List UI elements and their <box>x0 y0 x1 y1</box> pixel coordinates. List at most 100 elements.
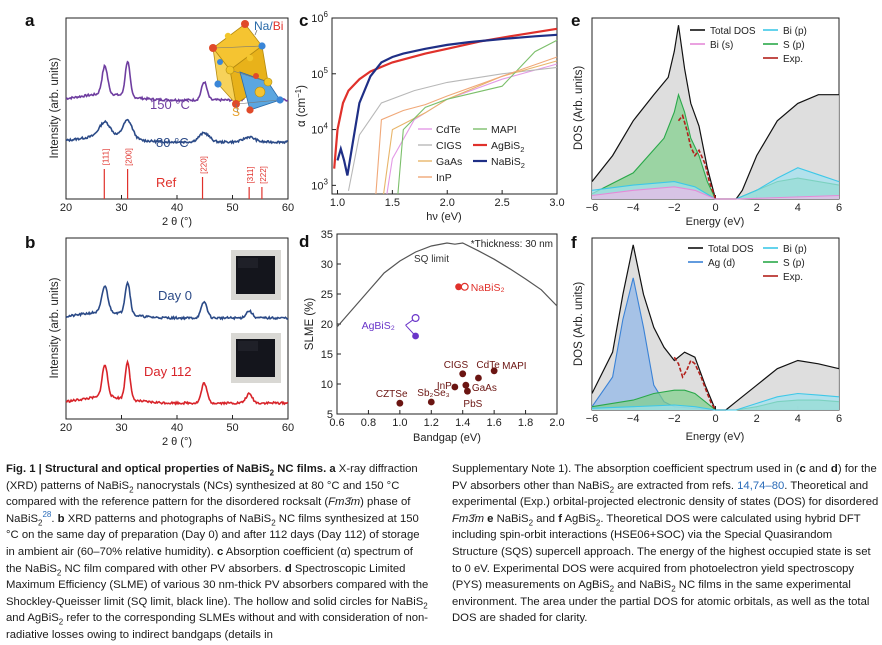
panel-b-ylabel: Intensity (arb. units) <box>49 277 61 378</box>
panel-d-ytick-label: 10 <box>321 379 333 391</box>
panel-e-letter: e <box>571 11 580 30</box>
caption-paragraph-left: Fig. 1 | Structural and optical properti… <box>6 463 429 641</box>
caption-refs-link[interactable]: 14,74–80 <box>737 479 785 492</box>
panel-e-legend-label: Bi (p) <box>783 26 807 37</box>
figure-caption-right: Supplementary Note 1). The absorption co… <box>452 461 880 627</box>
panel-d-ytick-label: 5 <box>327 409 333 421</box>
panel-d-ytick-label: 15 <box>321 349 333 361</box>
panel-b-xlabel: 2 θ (°) <box>162 436 192 448</box>
figure-caption-left: Fig. 1 | Structural and optical properti… <box>6 461 430 644</box>
absorption-curve-nabis2 <box>336 33 558 176</box>
panel-f-letter: f <box>571 233 577 252</box>
panel-d-xlabel: Bandgap (eV) <box>413 432 481 444</box>
xrd-curve-day112 <box>65 359 289 406</box>
legend-label-cdte: CdTe <box>436 124 461 136</box>
absorption-curve-mapi <box>397 39 558 195</box>
panel-e-xlabel: Energy (eV) <box>686 216 745 228</box>
panel-f-xtick-label: 2 <box>754 413 760 425</box>
point-gaas <box>462 381 470 389</box>
inset-label-s: S <box>232 105 240 119</box>
panel-e-legend: Total DOS Bi (s) Bi (p) S (p) Exp. <box>690 26 807 65</box>
panel-e-legend-label: Exp. <box>783 54 803 65</box>
panel-f-xtick-label: −2 <box>668 413 681 425</box>
panel-e-legend-label: Total DOS <box>710 26 756 37</box>
panel-d-xtick-label: 0.8 <box>361 417 376 429</box>
ref-peak-label: [111] <box>101 149 110 166</box>
panel-e-exp-curve <box>677 113 717 200</box>
panel-b-letter: b <box>25 233 35 252</box>
point-inp <box>451 383 459 391</box>
panel-f-legend-label: Total DOS <box>708 244 754 255</box>
xrd-curve-80c <box>65 118 289 145</box>
panel-c-frame <box>331 17 558 195</box>
panel-c-xtick-label: 2.0 <box>440 197 455 209</box>
panel-f: f DOS (Arb. units) −6 −4 −2 0 2 4 6 Energy (eV… <box>571 233 842 443</box>
panel-f-exp-curve <box>673 356 717 411</box>
panel-e-bi-s-area <box>592 186 839 199</box>
absorption-curve-cdte <box>386 63 558 195</box>
panel-f-xtick-label: 6 <box>836 413 842 425</box>
point-label-agbis2: AgBiS₂ <box>362 320 395 332</box>
panel-e-total-dos-curve <box>591 25 839 200</box>
curve-label-day0: Day 0 <box>158 288 192 303</box>
point-label-inp: InP <box>437 381 452 392</box>
caption-fig-label: Fig. 1 | Structural and optical properti… <box>6 463 327 478</box>
caption-ref-28[interactable]: 28 <box>42 510 52 520</box>
panel-e-legend-label: Bi (s) <box>710 40 733 51</box>
panel-f-legend-label: Bi (p) <box>783 244 807 255</box>
point-cigs <box>459 370 467 378</box>
panel-f-total-dos-curve <box>591 244 840 411</box>
panel-f-legend: Total DOS Bi (p) Ag (d) S (p) Exp. <box>688 244 807 283</box>
panel-f-xtick-label: −4 <box>627 413 640 425</box>
panel-e-xtick-label: −6 <box>586 202 599 214</box>
panel-c-letter: c <box>299 11 308 30</box>
panel-c-ytick-label: 104 <box>311 122 328 137</box>
panel-f-legend-label: S (p) <box>783 258 805 269</box>
panel-e-s-p-area <box>592 94 839 199</box>
panel-d-xtick-label: 1.2 <box>424 417 439 429</box>
curve-label-150c: 150 °C <box>150 97 190 112</box>
panel-c-xtick-label: 1.5 <box>385 197 400 209</box>
absorption-curve-cigs <box>347 66 558 191</box>
panel-a-xtick-label: 30 <box>115 202 127 214</box>
film-photo-day112 <box>231 333 281 383</box>
point-label-gaas: GaAs <box>472 383 497 394</box>
inset-label-na-bi: Na/Bi <box>254 19 283 33</box>
point-agbis2-hollow <box>411 314 420 323</box>
caption-paragraph-right: Supplementary Note 1). The absorption co… <box>452 463 879 625</box>
panel-d-ylabel: SLME (%) <box>304 298 316 351</box>
legend-label-inp: InP <box>436 172 452 184</box>
panel-c-ytick-label: 105 <box>311 66 328 81</box>
panel-a-xtick-label: 60 <box>282 202 294 214</box>
point-label-cztse: CZTSe <box>376 389 408 400</box>
panel-d-xtick-label: 2.0 <box>549 417 564 429</box>
legend-label-cigs: CIGS <box>436 140 462 152</box>
legend-label-agbis: AgBiS2 <box>491 140 524 154</box>
panel-c-xlabel: hν (eV) <box>426 211 461 223</box>
panel-a-xtick-label: 20 <box>60 202 72 214</box>
sq-limit-curve <box>336 242 558 328</box>
panel-c-xtick-label: 1.0 <box>330 197 345 209</box>
curve-label-day112: Day 112 <box>144 364 191 379</box>
point-label-pbs: PbS <box>463 399 482 410</box>
panel-e-xtick-label: 4 <box>795 202 801 214</box>
panel-f-total-dos-area <box>592 244 839 410</box>
point-label-mapi: MAPI <box>502 361 526 372</box>
panel-a-xtick-label: 50 <box>226 202 238 214</box>
panel-d-xtick-label: 1.6 <box>486 417 501 429</box>
panel-f-legend-label: Exp. <box>783 272 803 283</box>
panel-c-legend: CdTe MAPI CIGS AgBiS2 GaAs NaBiS2 InP <box>418 124 525 184</box>
film-photo-day0 <box>231 250 281 300</box>
ref-peak-label: [311] <box>246 166 255 183</box>
point-label-sb₂se₃: Sb₂Se₃ <box>417 388 449 399</box>
panel-f-xtick-label: −6 <box>586 413 599 425</box>
panel-f-ylabel: DOS (Arb. units) <box>573 282 585 367</box>
panel-e-xtick-label: 6 <box>836 202 842 214</box>
caption-a-text: X-ray diffraction (XRD) patterns of NaBi… <box>6 463 418 492</box>
panel-b-xtick-label: 20 <box>60 422 72 434</box>
panel-f-legend-label: Ag (d) <box>708 258 735 269</box>
panel-c-ytick-label: 106 <box>311 10 328 25</box>
ref-peak-label: [222] <box>259 166 268 184</box>
panel-b: b Intensity (arb. units) 20 30 40 50 60 2 θ … <box>25 233 294 448</box>
